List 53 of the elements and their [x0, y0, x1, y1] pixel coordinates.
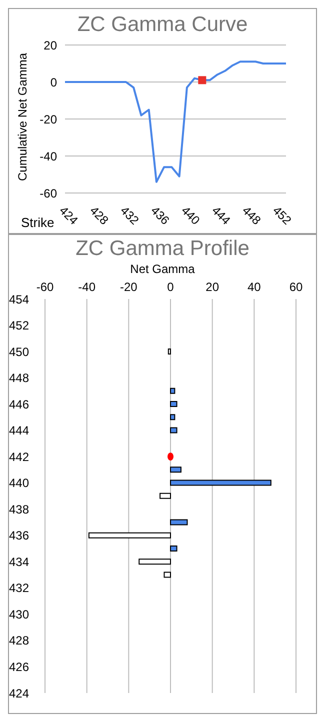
chart-title: ZC Gamma Curve: [76, 13, 249, 37]
x-tick-label: 452: [270, 203, 294, 228]
x-tick-label: 60: [289, 280, 303, 294]
bar: [170, 414, 176, 420]
y-tick-label: 448: [9, 371, 30, 386]
bar: [170, 427, 178, 434]
y-tick-label: 20: [44, 38, 58, 52]
y-tick-label: 442: [9, 450, 30, 464]
y-tick-label: 430: [9, 607, 30, 622]
y-tick-label: 436: [9, 528, 30, 543]
x-tick-label: 428: [87, 203, 112, 228]
y-tick-label: 426: [9, 660, 30, 674]
x-tick-label: 432: [118, 203, 142, 228]
bar: [160, 492, 171, 499]
y-tick-label: 452: [9, 318, 30, 333]
y-tick-label: 432: [9, 581, 30, 596]
bar: [170, 466, 182, 473]
x-tick-label: 448: [240, 203, 264, 228]
y-tick-label: 0: [50, 75, 58, 90]
bar: [170, 401, 178, 407]
x-tick-label: 0: [167, 280, 174, 294]
y-tick-label: 424: [9, 686, 30, 700]
line-series: [65, 60, 286, 183]
bar: [164, 572, 171, 578]
y-tick-label: -40: [40, 149, 58, 164]
x-axis-title: Net Gamma: [129, 262, 196, 276]
y-tick-label: 450: [9, 344, 30, 359]
chart-title: ZC Gamma Profile: [74, 237, 250, 261]
bar: [138, 558, 171, 565]
x-axis-title: Strike: [21, 215, 54, 230]
y-tick-label: 438: [9, 502, 30, 516]
x-tick-label: 20: [206, 280, 220, 294]
bar: [168, 348, 171, 354]
bar: [170, 545, 178, 552]
bar: [170, 388, 176, 394]
x-tick-label: -40: [78, 280, 96, 294]
bar: [170, 480, 272, 486]
bar: [170, 519, 188, 526]
bar: [88, 532, 171, 538]
y-tick-label: 454: [9, 292, 30, 306]
y-tick-label: -20: [40, 112, 58, 126]
y-tick-label: 444: [9, 424, 30, 438]
x-tick-label: 40: [247, 280, 262, 294]
x-tick-label: 440: [178, 203, 203, 228]
x-tick-label: -20: [120, 280, 138, 294]
y-tick-label: 428: [9, 634, 30, 648]
y-tick-label: 440: [9, 476, 30, 490]
x-tick-label: 444: [209, 203, 234, 228]
y-tick-label: -60: [40, 186, 58, 200]
y-axis-title: Cumulative Net Gamma: [15, 52, 30, 181]
y-tick-label: 446: [9, 397, 30, 412]
x-tick-label: 436: [148, 203, 172, 228]
y-tick-label: 434: [9, 554, 30, 569]
